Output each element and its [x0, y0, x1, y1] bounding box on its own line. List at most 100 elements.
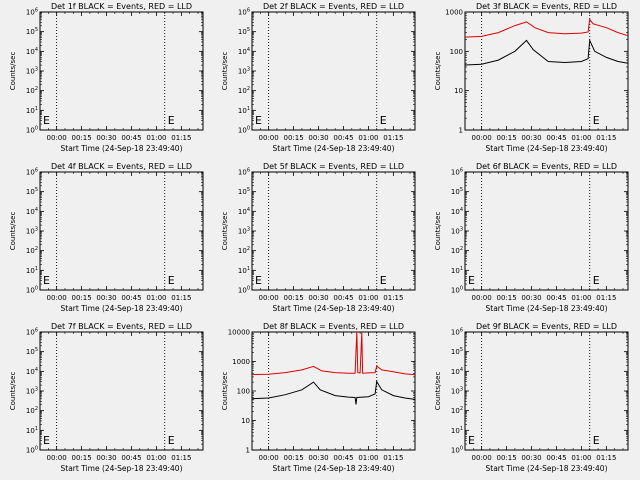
- y-tick-label: 102: [26, 246, 38, 255]
- y-tick-label: 10: [241, 417, 250, 425]
- chart-title: Det 8f BLACK = Events, RED = LLD: [263, 322, 404, 331]
- plot-frame: [39, 171, 204, 291]
- chart-title: Det 6f BLACK = Events, RED = LLD: [476, 162, 617, 171]
- chart-panel-4: Det 4f BLACK = Events, RED = LLD Counts/s…: [9, 162, 204, 313]
- x-tick-label: 00:00: [259, 454, 279, 462]
- y-tick-label: 100: [238, 126, 250, 135]
- y-tick-label: 106: [451, 168, 463, 177]
- y-tick-label: 102: [451, 246, 463, 255]
- y-tick-label: 102: [451, 406, 463, 415]
- event-marker: E: [593, 114, 600, 127]
- x-tick-label: 00:00: [47, 134, 67, 142]
- x-tick-label: 00:00: [259, 294, 279, 302]
- y-tick-label: 100: [26, 446, 38, 455]
- x-tick-label: 00:00: [472, 134, 492, 142]
- y-tick-label: 105: [26, 187, 38, 196]
- plot-frame: [464, 171, 629, 291]
- x-tick-label: 00:30: [521, 454, 541, 462]
- y-tick-label: 106: [26, 328, 38, 337]
- x-tick-label: 01:00: [146, 454, 166, 462]
- x-tick-label: 01:00: [571, 454, 591, 462]
- y-tick-label: 103: [26, 387, 38, 396]
- plot-frame: [464, 331, 629, 451]
- x-tick-label: 00:15: [496, 294, 516, 302]
- y-axis-label: Counts/sec: [9, 52, 17, 91]
- y-tick-label: 106: [451, 328, 463, 337]
- x-tick-label: 00:45: [546, 294, 566, 302]
- y-tick-label: 105: [238, 27, 250, 36]
- x-tick-label: 00:15: [283, 454, 303, 462]
- y-tick-label: 104: [26, 367, 38, 376]
- x-tick-label: 01:00: [571, 294, 591, 302]
- y-tick-label: 1: [459, 127, 463, 135]
- x-tick-label: 00:15: [496, 134, 516, 142]
- x-axis-label: Start Time (24-Sep-18 23:49:40): [273, 144, 395, 153]
- y-tick-label: 101: [238, 266, 250, 275]
- event-marker: E: [468, 274, 475, 287]
- y-tick-label: 1000: [232, 358, 250, 366]
- y-tick-label: 101: [26, 266, 38, 275]
- y-tick-label: 101: [26, 426, 38, 435]
- y-tick-label: 103: [26, 227, 38, 236]
- y-tick-label: 103: [238, 67, 250, 76]
- y-tick-label: 100: [26, 126, 38, 135]
- y-tick-label: 100: [238, 286, 250, 295]
- x-tick-label: 01:15: [171, 294, 191, 302]
- x-tick-label: 00:30: [308, 294, 328, 302]
- y-tick-label: 104: [26, 207, 38, 216]
- y-tick-label: 104: [238, 47, 250, 56]
- y-tick-label: 103: [26, 67, 38, 76]
- y-tick-label: 101: [238, 106, 250, 115]
- plot-frame: [251, 171, 416, 291]
- y-tick-label: 1: [246, 447, 250, 455]
- x-tick-label: 00:30: [521, 294, 541, 302]
- x-tick-label: 01:15: [383, 454, 403, 462]
- chart-title: Det 4f BLACK = Events, RED = LLD: [51, 162, 192, 171]
- y-tick-label: 100: [451, 286, 463, 295]
- y-tick-label: 103: [451, 387, 463, 396]
- chart-title: Det 7f BLACK = Events, RED = LLD: [51, 322, 192, 331]
- event-marker: E: [43, 274, 50, 287]
- y-tick-label: 105: [238, 187, 250, 196]
- x-tick-label: 00:30: [96, 454, 116, 462]
- chart-panel-9: Det 9f BLACK = Events, RED = LLD Counts/s…: [434, 322, 629, 473]
- x-axis-label: Start Time (24-Sep-18 23:49:40): [273, 464, 395, 473]
- chart-panel-6: Det 6f BLACK = Events, RED = LLD Counts/s…: [434, 162, 629, 313]
- x-tick-label: 00:30: [96, 134, 116, 142]
- event-rate-series: [251, 380, 416, 405]
- x-tick-label: 01:00: [146, 294, 166, 302]
- y-tick-label: 101: [451, 266, 463, 275]
- x-tick-label: 00:15: [283, 294, 303, 302]
- x-tick-label: 01:00: [146, 134, 166, 142]
- y-tick-label: 106: [26, 8, 38, 17]
- y-axis-label: Counts/sec: [221, 212, 229, 251]
- chart-panel-1: Det 1f BLACK = Events, RED = LLD Counts/s…: [9, 2, 204, 153]
- y-axis-label: Counts/sec: [221, 372, 229, 411]
- plot-frame: [251, 11, 416, 131]
- event-marker: E: [380, 114, 387, 127]
- x-tick-label: 01:00: [571, 134, 591, 142]
- x-tick-label: 00:00: [472, 294, 492, 302]
- y-tick-label: 102: [26, 406, 38, 415]
- event-marker: E: [468, 434, 475, 447]
- event-marker: E: [43, 434, 50, 447]
- chart-panel-8: Det 8f BLACK = Events, RED = LLD Counts/s…: [221, 322, 416, 473]
- y-tick-label: 105: [26, 27, 38, 36]
- x-tick-label: 00:30: [308, 134, 328, 142]
- y-tick-label: 102: [26, 86, 38, 95]
- y-tick-label: 105: [451, 347, 463, 356]
- plot-frame: [39, 331, 204, 451]
- x-tick-label: 00:45: [333, 454, 353, 462]
- event-marker: E: [43, 114, 50, 127]
- y-tick-label: 101: [451, 426, 463, 435]
- x-tick-label: 01:00: [358, 454, 378, 462]
- event-marker: E: [168, 434, 175, 447]
- x-axis-label: Start Time (24-Sep-18 23:49:40): [61, 304, 183, 313]
- y-tick-label: 100: [451, 446, 463, 455]
- x-tick-label: 00:45: [546, 454, 566, 462]
- event-marker: E: [593, 274, 600, 287]
- y-tick-label: 106: [238, 8, 250, 17]
- y-tick-label: 1000: [445, 9, 463, 17]
- y-tick-label: 101: [26, 106, 38, 115]
